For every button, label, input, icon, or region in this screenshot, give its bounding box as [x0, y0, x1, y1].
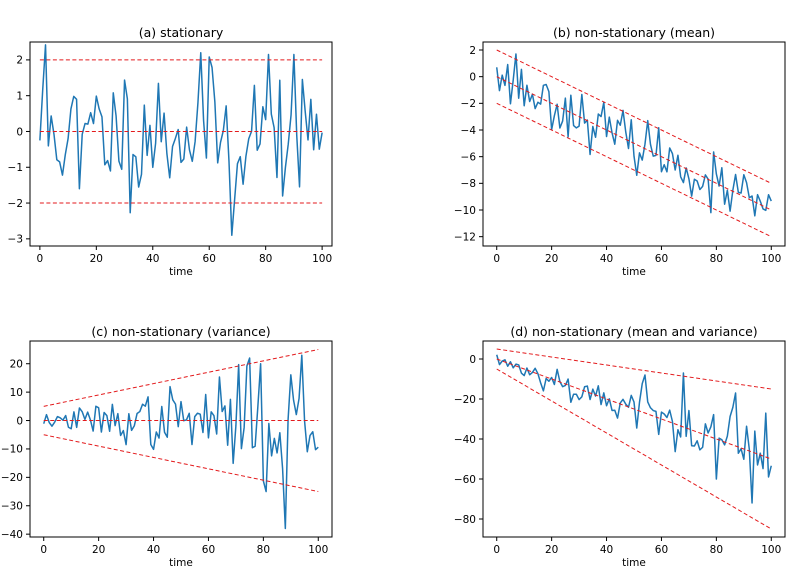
y-tick-label: −60 — [454, 474, 476, 486]
series-line — [43, 354, 319, 530]
x-axis-label: time — [622, 266, 646, 278]
y-tick-label: −12 — [454, 231, 476, 243]
y-tick-label: −3 — [8, 234, 23, 246]
y-tick-label: −10 — [454, 205, 476, 217]
axes-frame — [482, 41, 786, 247]
x-tick-label: 0 — [40, 544, 47, 556]
x-tick-label: 20 — [92, 544, 105, 556]
y-tick-label: 0 — [16, 415, 23, 427]
reference-line-lower — [496, 368, 772, 530]
x-tick-label: 100 — [761, 544, 781, 556]
x-tick-label: 40 — [600, 253, 613, 265]
y-tick-label: 0 — [469, 71, 476, 83]
y-tick-label: −1 — [8, 162, 23, 174]
y-tick-label: 20 — [10, 359, 23, 371]
x-tick-label: 20 — [545, 253, 558, 265]
subplot-title: (d) non-stationary (mean and variance) — [510, 324, 757, 339]
x-tick-label: 80 — [710, 253, 723, 265]
x-axis-label: time — [622, 557, 646, 569]
x-tick-label: 0 — [37, 253, 44, 265]
y-tick-label: −40 — [1, 529, 23, 541]
x-tick-label: 60 — [655, 544, 668, 556]
x-tick-label: 80 — [259, 253, 272, 265]
reference-line-mean — [496, 76, 772, 211]
reference-line-lower — [496, 102, 772, 238]
subplot-d: (d) non-stationary (mean and variance) t… — [454, 324, 786, 569]
y-tick-label: −6 — [461, 151, 477, 163]
subplot-b: (b) non-stationary (mean) time 0 20 40 60 80… — [454, 25, 786, 278]
series-line — [495, 53, 772, 217]
y-tick-label: −10 — [1, 444, 23, 456]
y-tick-label: −20 — [454, 394, 476, 406]
x-tick-label: 60 — [203, 253, 216, 265]
reference-line-upper — [496, 49, 772, 184]
x-axis-label: time — [169, 557, 193, 569]
y-tick-label: 10 — [10, 387, 23, 399]
y-tick-label: 1 — [16, 90, 23, 102]
reference-line-mean — [496, 358, 772, 460]
x-axis-label: time — [169, 266, 193, 278]
x-tick-label: 80 — [257, 544, 270, 556]
x-tick-label: 80 — [710, 544, 723, 556]
subplot-a: (a) stationary time 0 20 40 60 80 100 −3 −2 −1 0 1… — [8, 25, 333, 278]
series-line — [496, 354, 772, 504]
reference-line-upper — [43, 349, 319, 407]
y-tick-label: −8 — [461, 178, 476, 190]
x-tick-label: 0 — [493, 544, 500, 556]
x-tick-label: 60 — [202, 544, 215, 556]
x-tick-label: 20 — [545, 544, 558, 556]
subplot-title: (a) stationary — [139, 25, 224, 40]
y-tick-label: 0 — [16, 126, 23, 138]
x-tick-label: 0 — [493, 253, 500, 265]
y-tick-label: −20 — [1, 472, 23, 484]
y-tick-label: −30 — [1, 501, 23, 513]
y-tick-label: 0 — [469, 354, 476, 366]
y-tick-label: −2 — [461, 98, 476, 110]
axes-frame — [29, 340, 333, 538]
x-tick-label: 60 — [655, 253, 668, 265]
y-tick-label: −4 — [461, 125, 477, 137]
reference-line-upper — [496, 348, 772, 390]
x-tick-label: 100 — [761, 253, 781, 265]
y-tick-label: −2 — [8, 198, 23, 210]
reference-line-lower — [43, 434, 319, 493]
subplot-c: (c) non-stationary (variance) time 0 20 40… — [1, 324, 333, 569]
y-tick-label: −40 — [454, 434, 476, 446]
axes-frame — [29, 41, 333, 247]
x-tick-label: 40 — [146, 253, 159, 265]
x-tick-label: 40 — [600, 544, 613, 556]
x-tick-label: 40 — [147, 544, 160, 556]
x-tick-label: 20 — [90, 253, 103, 265]
y-tick-label: 2 — [16, 55, 23, 67]
y-tick-label: −80 — [454, 514, 476, 526]
subplot-title: (b) non-stationary (mean) — [553, 25, 715, 40]
x-tick-label: 100 — [312, 253, 332, 265]
y-tick-label: 2 — [469, 45, 476, 57]
subplot-title: (c) non-stationary (variance) — [91, 324, 270, 339]
series-line — [39, 44, 323, 237]
x-tick-label: 100 — [308, 544, 328, 556]
